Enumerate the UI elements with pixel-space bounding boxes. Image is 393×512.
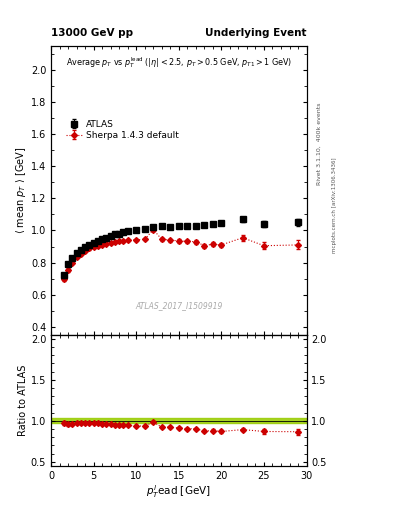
Text: 13000 GeV pp: 13000 GeV pp — [51, 28, 133, 38]
Text: Rivet 3.1.10,  400k events: Rivet 3.1.10, 400k events — [316, 102, 321, 185]
Bar — [51, 418, 307, 423]
X-axis label: $p_T^l$ead [GeV]: $p_T^l$ead [GeV] — [147, 483, 211, 500]
Text: ATLAS_2017_I1509919: ATLAS_2017_I1509919 — [135, 302, 222, 310]
Y-axis label: Ratio to ATLAS: Ratio to ATLAS — [18, 365, 28, 436]
Text: Underlying Event: Underlying Event — [205, 28, 307, 38]
Legend: ATLAS, Sherpa 1.4.3 default: ATLAS, Sherpa 1.4.3 default — [66, 120, 178, 140]
Text: Average $p_T$ vs $p_T^{\mathrm{lead}}$ ($|\eta|<2.5$, $p_T>0.5$ GeV, $p_{T1}>1$ : Average $p_T$ vs $p_T^{\mathrm{lead}}$ (… — [66, 55, 292, 70]
Text: mcplots.cern.ch [arXiv:1306.3436]: mcplots.cern.ch [arXiv:1306.3436] — [332, 157, 337, 252]
Y-axis label: $\langle$ mean $p_T$ $\rangle$ [GeV]: $\langle$ mean $p_T$ $\rangle$ [GeV] — [14, 147, 28, 234]
